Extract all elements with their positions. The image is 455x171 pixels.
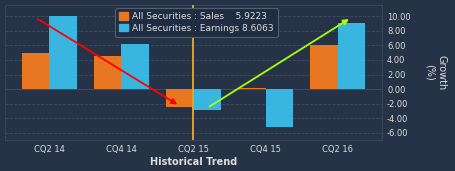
Y-axis label: Growth
(%): Growth (%) (425, 55, 446, 90)
Bar (166, 89, 193, 107)
Bar (238, 88, 266, 89)
Bar (310, 45, 338, 89)
Bar (22, 53, 49, 89)
Bar (121, 44, 149, 89)
X-axis label: Historical Trend: Historical Trend (150, 157, 237, 167)
Bar (193, 89, 221, 110)
Bar (94, 56, 121, 89)
Bar (338, 23, 365, 89)
Legend: All Securities : Sales    5.9223, All Securities : Earnings 8.6063: All Securities : Sales 5.9223, All Secur… (115, 8, 278, 37)
Bar (266, 89, 293, 127)
Bar (49, 16, 76, 89)
